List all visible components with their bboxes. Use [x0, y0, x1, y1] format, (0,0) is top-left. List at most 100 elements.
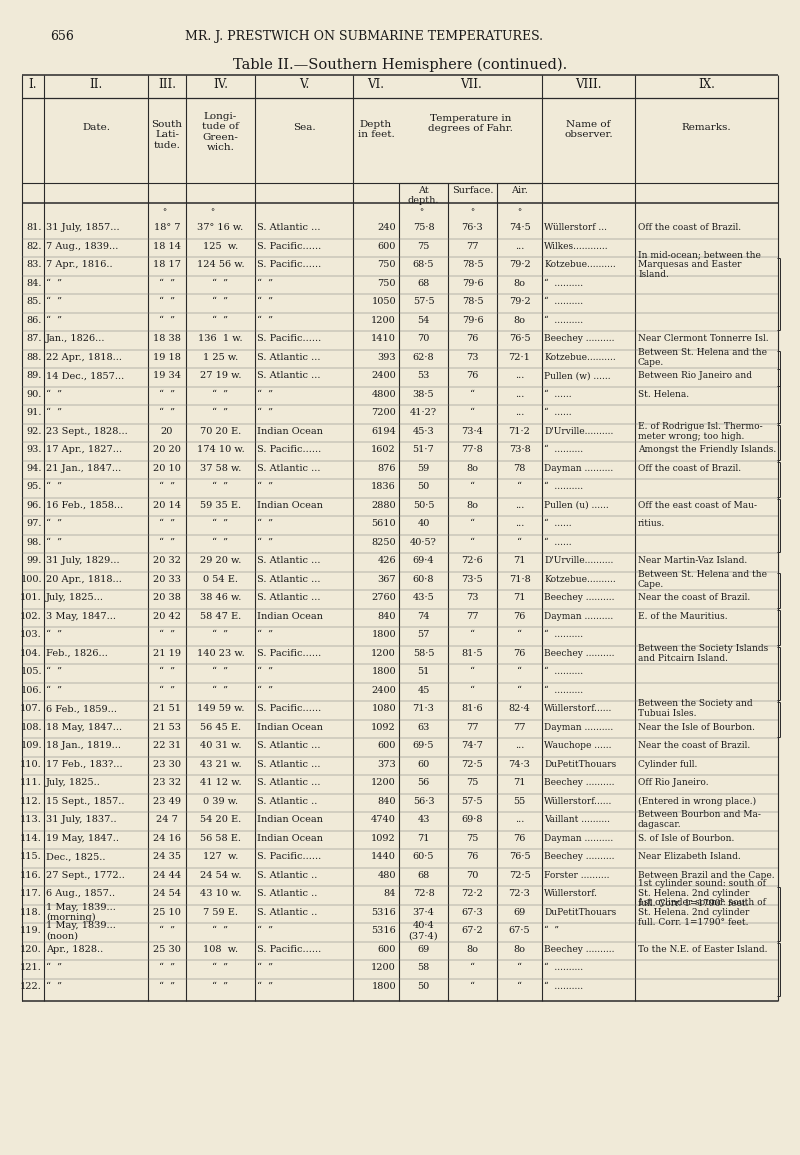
Text: 73·8: 73·8 [509, 446, 530, 454]
Text: S. Atlantic ...: S. Atlantic ... [257, 464, 321, 472]
Text: 112.: 112. [20, 797, 42, 806]
Text: 14 Dec., 1857...: 14 Dec., 1857... [46, 371, 124, 380]
Text: ...: ... [515, 742, 524, 751]
Text: S. Pacific......: S. Pacific...... [257, 852, 322, 862]
Text: 426: 426 [378, 557, 396, 565]
Text: 7 59 E.: 7 59 E. [203, 908, 238, 917]
Text: ...: ... [515, 815, 524, 825]
Text: 20 42: 20 42 [153, 612, 181, 620]
Text: 174 10 w.: 174 10 w. [197, 446, 244, 454]
Text: 122.: 122. [20, 982, 42, 991]
Text: Table II.—Southern Hemisphere (continued).: Table II.—Southern Hemisphere (continued… [233, 58, 567, 73]
Text: 600: 600 [378, 945, 396, 954]
Text: S. Pacific......: S. Pacific...... [257, 705, 322, 714]
Text: “  ”: “ ” [257, 982, 273, 991]
Text: S. of Isle of Bourbon.: S. of Isle of Bourbon. [638, 834, 734, 843]
Text: 5316: 5316 [371, 926, 396, 936]
Text: 1440: 1440 [371, 852, 396, 862]
Text: 43: 43 [418, 815, 430, 825]
Text: °: ° [470, 208, 474, 216]
Text: Between the Society Islands
and Pitcairn Island.: Between the Society Islands and Pitcairn… [638, 643, 768, 663]
Text: 54 20 E.: 54 20 E. [200, 815, 241, 825]
Text: 8o: 8o [466, 945, 478, 954]
Text: 72·2: 72·2 [462, 889, 483, 899]
Text: 21 Jan., 1847...: 21 Jan., 1847... [46, 464, 122, 472]
Text: 58·5: 58·5 [413, 649, 434, 657]
Text: 94.: 94. [26, 464, 42, 472]
Text: 20 32: 20 32 [153, 557, 181, 565]
Text: 120.: 120. [20, 945, 42, 954]
Text: Indian Ocean: Indian Ocean [257, 723, 323, 732]
Text: “: “ [470, 538, 475, 546]
Text: 480: 480 [378, 871, 396, 880]
Text: At
depth.: At depth. [408, 186, 439, 206]
Text: 75: 75 [466, 778, 478, 788]
Text: S. Atlantic ...: S. Atlantic ... [257, 575, 321, 583]
Text: 5610: 5610 [371, 520, 396, 528]
Text: July, 1825..: July, 1825.. [46, 778, 101, 788]
Text: 71: 71 [514, 778, 526, 788]
Text: S. Atlantic ...: S. Atlantic ... [257, 557, 321, 565]
Text: 4740: 4740 [371, 815, 396, 825]
Text: S. Atlantic ...: S. Atlantic ... [257, 223, 321, 232]
Text: 68·5: 68·5 [413, 260, 434, 269]
Text: “  ”: “ ” [257, 389, 273, 398]
Text: 23 30: 23 30 [153, 760, 181, 769]
Text: “  ”: “ ” [257, 278, 273, 288]
Text: 1 May, 1839...
(morning): 1 May, 1839... (morning) [46, 903, 116, 922]
Text: 79·6: 79·6 [462, 315, 483, 325]
Text: 840: 840 [378, 612, 396, 620]
Text: 1800: 1800 [371, 631, 396, 639]
Text: “  ..........: “ .......... [544, 668, 583, 677]
Text: S. Atlantic ...: S. Atlantic ... [257, 371, 321, 380]
Text: DuPetitThouars: DuPetitThouars [544, 908, 616, 917]
Text: Dayman ..........: Dayman .......... [544, 834, 614, 843]
Text: 110.: 110. [20, 760, 42, 769]
Text: “: “ [517, 686, 522, 695]
Text: “  ”: “ ” [46, 389, 62, 398]
Text: “  ”: “ ” [159, 538, 175, 546]
Text: “  ..........: “ .......... [544, 631, 583, 639]
Text: Beechey ..........: Beechey .......... [544, 594, 614, 602]
Text: “  ”: “ ” [213, 963, 229, 973]
Text: 1st cylinder sound: south of
St. Helena. 2nd cylinder
full. Corr. 1=1790° feet.: 1st cylinder sound: south of St. Helena.… [638, 897, 766, 926]
Text: 38·5: 38·5 [413, 389, 434, 398]
Text: 87.: 87. [26, 334, 42, 343]
Text: 1800: 1800 [371, 668, 396, 677]
Text: 149 59 w.: 149 59 w. [197, 705, 244, 714]
Text: 71·8: 71·8 [509, 575, 530, 583]
Text: 71: 71 [514, 594, 526, 602]
Text: 89.: 89. [26, 371, 42, 380]
Text: “: “ [517, 963, 522, 973]
Text: 21 19: 21 19 [153, 649, 181, 657]
Text: 101.: 101. [20, 594, 42, 602]
Text: 16 Feb., 1858...: 16 Feb., 1858... [46, 501, 123, 509]
Text: “  ”: “ ” [257, 315, 273, 325]
Text: 23 32: 23 32 [153, 778, 181, 788]
Text: 45: 45 [418, 686, 430, 695]
Text: 75: 75 [466, 834, 478, 843]
Text: 84.: 84. [26, 278, 42, 288]
Text: “  ”: “ ” [46, 538, 62, 546]
Text: Depth
in feet.: Depth in feet. [358, 120, 394, 140]
Text: 56 58 E.: 56 58 E. [200, 834, 241, 843]
Text: 50·5: 50·5 [413, 501, 434, 509]
Text: 77: 77 [466, 241, 478, 251]
Text: 20 38: 20 38 [153, 594, 181, 602]
Text: 8o: 8o [466, 464, 478, 472]
Text: 20 Apr., 1818...: 20 Apr., 1818... [46, 575, 122, 583]
Text: Near the coast of Brazil.: Near the coast of Brazil. [638, 742, 750, 751]
Text: Amongst the Friendly Islands.: Amongst the Friendly Islands. [638, 446, 776, 454]
Text: 74: 74 [418, 612, 430, 620]
Text: 74·5: 74·5 [509, 223, 530, 232]
Text: 78: 78 [514, 464, 526, 472]
Text: “  ”: “ ” [159, 631, 175, 639]
Text: “  ”: “ ” [46, 297, 62, 306]
Text: 71: 71 [418, 834, 430, 843]
Text: 75: 75 [418, 241, 430, 251]
Text: 22 31: 22 31 [153, 742, 181, 751]
Text: 77: 77 [466, 723, 478, 732]
Text: 393: 393 [378, 352, 396, 362]
Text: “  ..........: “ .......... [544, 483, 583, 491]
Text: 2400: 2400 [371, 371, 396, 380]
